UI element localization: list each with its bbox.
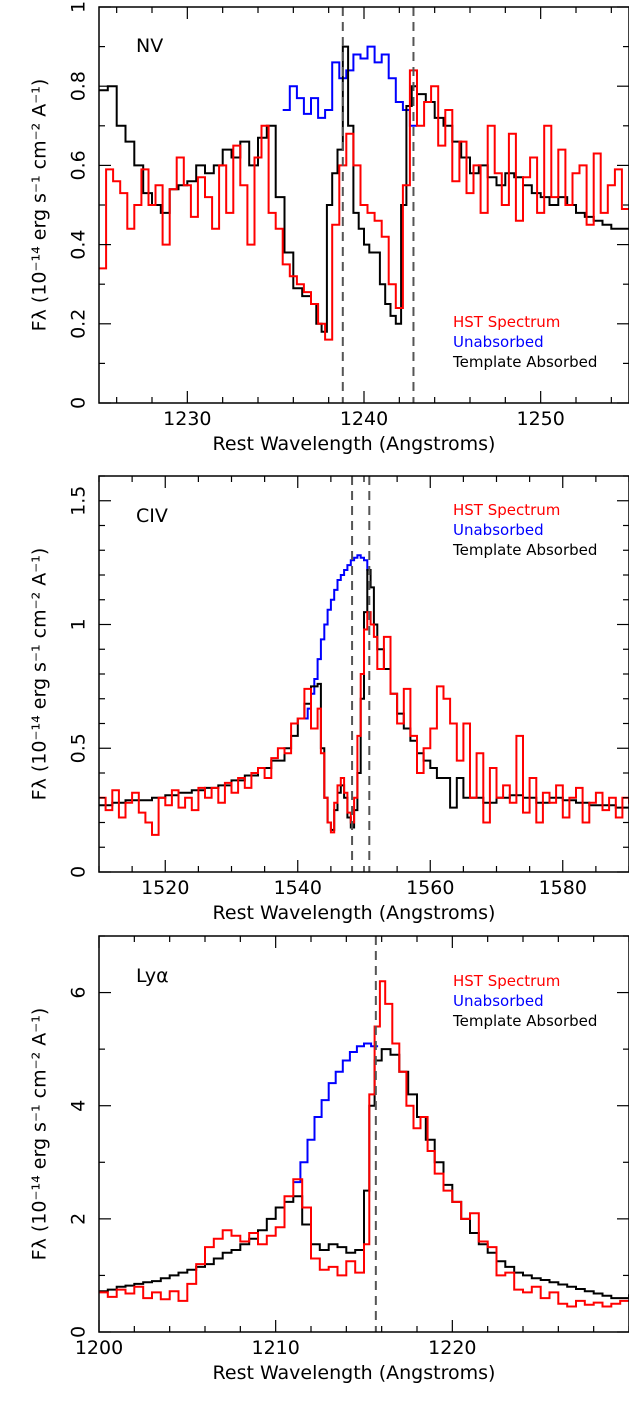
series-hst-spectrum — [99, 980, 629, 1308]
y-axis-title: Fλ (10⁻¹⁴ erg s⁻¹ cm⁻² A⁻¹) — [29, 79, 51, 332]
x-tick-label: 1220 — [428, 1337, 476, 1359]
legend: HST Spectrum Unabsorbed Template Absorbed — [452, 972, 597, 1030]
x-tick-label: 1520 — [141, 877, 189, 899]
y-tick-label: 1 — [68, 618, 90, 630]
x-tick-label: 1240 — [340, 408, 388, 430]
series-template-absorbed — [99, 45, 629, 333]
y-axis-title: Fλ (10⁻¹⁴ erg s⁻¹ cm⁻² A⁻¹) — [29, 548, 51, 801]
x-tick-label: 1580 — [539, 877, 587, 899]
series-unabsorbed — [293, 1042, 379, 1184]
y-tick-label: 0.6 — [68, 150, 90, 180]
y-tick-label: 0.2 — [68, 309, 90, 339]
y-tick-label: 2 — [68, 1213, 90, 1225]
panel-label: NV — [136, 35, 163, 57]
legend-entry: Unabsorbed — [453, 992, 544, 1010]
panel-2: 1520 1540 1560 1580 0 0.5 1 1.5 Rest Wavelength … — [29, 475, 629, 924]
legend: HST Spectrum Unabsorbed Template Absorbed — [452, 501, 597, 559]
panel-1: 1230 1240 1250 0 0.2 0.4 0.6 0.8 1 Rest Wavelengt… — [29, 1, 629, 455]
legend-entry: Template Absorbed — [452, 1012, 597, 1030]
x-tick-label: 1230 — [163, 408, 211, 430]
x-tick-label: 1210 — [251, 1337, 299, 1359]
panel-3: 1200 1210 1220 0 2 4 6 Rest Wavelength (Angstro… — [29, 935, 629, 1384]
x-axis-title: Rest Wavelength (Angstroms) — [213, 902, 496, 924]
plot-frame — [98, 935, 629, 1333]
panel-label: CIV — [136, 505, 168, 527]
y-tick-label: 1.5 — [68, 486, 90, 516]
series-hst-spectrum — [99, 611, 629, 836]
series-unabsorbed — [282, 45, 417, 127]
x-tick-label: 1560 — [406, 877, 454, 899]
legend: HST Spectrum Unabsorbed Template Absorbed — [452, 313, 597, 371]
legend-entry: HST Spectrum — [453, 313, 560, 331]
y-tick-label: 4 — [68, 1100, 90, 1112]
legend-entry: Unabsorbed — [453, 521, 544, 539]
x-axis-title: Rest Wavelength (Angstroms) — [213, 1362, 496, 1384]
x-tick-label: 1200 — [75, 1337, 123, 1359]
y-tick-label: 1 — [68, 1, 90, 13]
y-axis-title: Fλ (10⁻¹⁴ erg s⁻¹ cm⁻² A⁻¹) — [29, 1008, 51, 1261]
x-axis-title: Rest Wavelength (Angstroms) — [213, 433, 496, 455]
legend-entry: Template Absorbed — [452, 541, 597, 559]
y-tick-label: 0 — [68, 397, 90, 409]
y-tick-label: 0.4 — [68, 229, 90, 259]
legend-entry: HST Spectrum — [453, 501, 560, 519]
y-tick-label: 0 — [68, 866, 90, 878]
x-tick-label: 1250 — [516, 408, 564, 430]
y-tick-label: 6 — [68, 987, 90, 999]
legend-entry: HST Spectrum — [453, 972, 560, 990]
legend-entry: Unabsorbed — [453, 333, 544, 351]
y-tick-label: 0 — [68, 1326, 90, 1338]
x-tick-label: 1540 — [274, 877, 322, 899]
series-unabsorbed — [304, 554, 371, 720]
y-tick-label: 0.8 — [68, 71, 90, 101]
panel-label: Lyα — [136, 965, 169, 987]
series-hst-spectrum — [99, 69, 629, 341]
legend-entry: Template Absorbed — [452, 353, 597, 371]
y-tick-label: 0.5 — [68, 733, 90, 763]
